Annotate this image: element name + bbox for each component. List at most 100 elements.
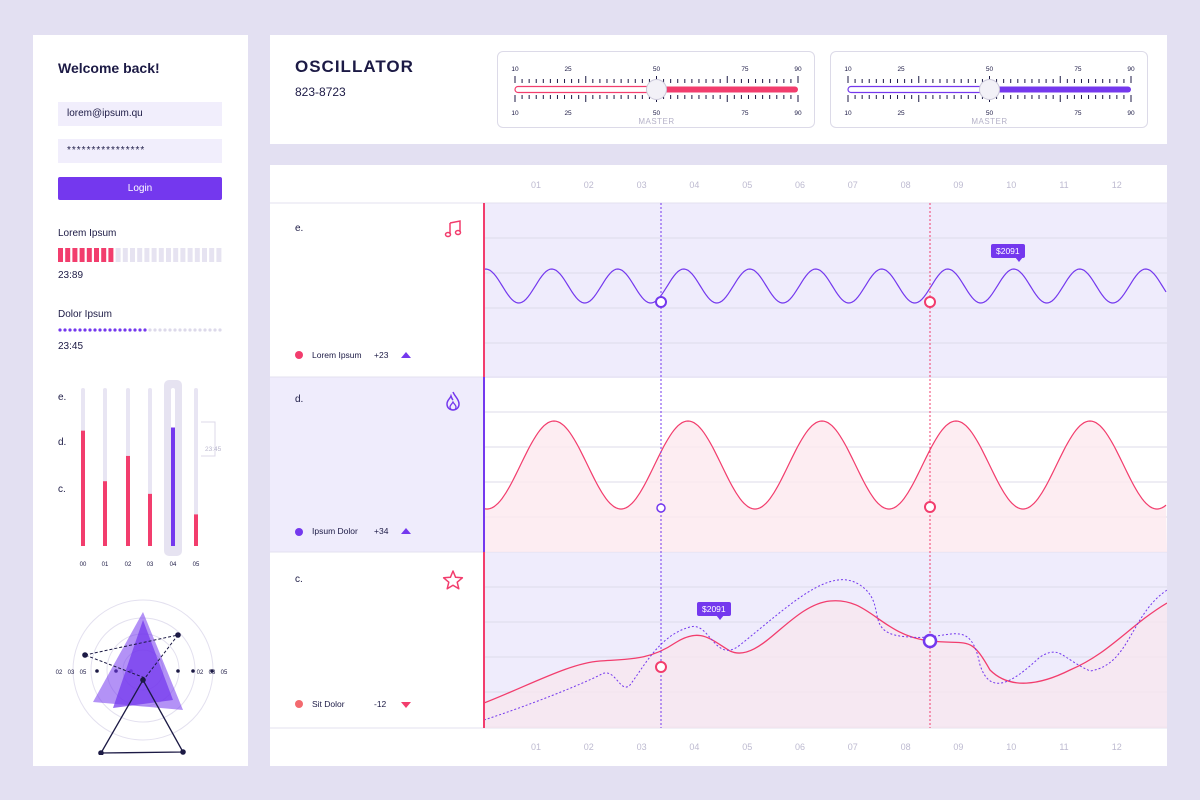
month-label-bottom: 12 [1112, 742, 1122, 752]
row3-dotted-line [483, 579, 1167, 721]
progress2-dot [123, 328, 127, 332]
progress2-dot [213, 328, 217, 332]
radar-vertex [82, 652, 88, 658]
month-label-bottom: 07 [848, 742, 858, 752]
row3-legend: Sit Dolor [312, 699, 345, 709]
level-category-label: 04 [170, 562, 177, 568]
progress1-segment [194, 248, 200, 262]
master-slider-2[interactable]: 10 10 25 25 50 50 75 75 90 90 MASTER [830, 51, 1148, 128]
price-tag-row1: $2091 [991, 244, 1025, 258]
radar-outline [99, 678, 185, 754]
slider-track-right [989, 86, 1131, 93]
progress2-time: 23:45 [58, 341, 84, 352]
slider-tick-label-bottom: 50 [986, 110, 994, 117]
slider-tick-label-bottom: 90 [794, 110, 802, 117]
slider-label: MASTER [638, 117, 674, 126]
level-tooltip-frame [201, 421, 216, 457]
row3-label: c. [295, 574, 303, 585]
month-label-top: 02 [584, 180, 594, 190]
progress1-segment [115, 248, 121, 262]
progress2-dot [108, 328, 112, 332]
progress2-dot [153, 328, 157, 332]
slider-tick-label-top: 10 [844, 66, 852, 73]
row2-marker-pink [924, 501, 936, 513]
radar-tick-right: 02 [197, 670, 204, 676]
progress2-dot [163, 328, 167, 332]
radar-vertex [175, 632, 181, 638]
progress1-segment [122, 248, 128, 262]
progress2-dot [218, 328, 222, 332]
master-slider-1-graphic[interactable]: 10 10 25 25 50 50 75 75 90 90 MASTER [498, 52, 816, 129]
progress1-segment [144, 248, 150, 262]
progress1-segment [187, 248, 193, 262]
email-field[interactable]: lorem@ipsum.qu [58, 102, 222, 126]
progress2-bar [58, 328, 222, 332]
legend-dot-coral [295, 700, 303, 708]
radar-chart: 02 03 05 02 03 05 [56, 599, 228, 755]
month-label-bottom: 10 [1006, 742, 1016, 752]
master-slider-1[interactable]: 10 10 25 25 50 50 75 75 90 90 MASTER [497, 51, 815, 128]
progress2-dot [73, 328, 77, 332]
progress1-segment [173, 248, 179, 262]
progress2-dot [158, 328, 162, 332]
trend-down-icon [401, 702, 411, 708]
row3-area-fill [484, 600, 1167, 728]
level-track [194, 388, 198, 546]
progress2-dot [98, 328, 102, 332]
row1-legend: Lorem Ipsum [312, 350, 362, 360]
progress1-segment [86, 248, 92, 262]
slider-tick-label-bottom: 25 [897, 110, 905, 117]
welcome-heading: Welcome back! [58, 60, 160, 76]
progress1-segment [79, 248, 85, 262]
radar-dot [176, 669, 180, 673]
progress1-bar [58, 248, 222, 262]
progress2-dot [113, 328, 117, 332]
progress1-segment [101, 248, 107, 262]
row1-delta: +23 [374, 350, 389, 360]
progress2-dot [138, 328, 142, 332]
oscillator-chart: 01 01 02 02 03 03 04 04 05 05 06 06 07 07 08 08 09 09 10 10… [270, 180, 1167, 752]
month-label-top: 09 [953, 180, 963, 190]
master-slider-2-graphic[interactable]: 10 10 25 25 50 50 75 75 90 90 MASTER [831, 52, 1149, 129]
progress2-dot [103, 328, 107, 332]
radar-vertex [180, 749, 186, 755]
slider-tick-label-top: 10 [511, 66, 519, 73]
radar-vertex [140, 677, 146, 683]
level-category-label: 05 [193, 562, 200, 568]
radar-tick-right: 03 [209, 670, 216, 676]
progress2-dot [143, 328, 147, 332]
legend-dot-purple [295, 528, 303, 536]
slider-knob [979, 79, 1000, 100]
month-label-top: 08 [901, 180, 911, 190]
row3-line [483, 600, 1167, 704]
radar-vertex [98, 750, 104, 755]
page-title: OSCILLATOR [295, 57, 414, 76]
progress2-dot [63, 328, 67, 332]
oscillator-header: OSCILLATOR 823-8723 10 10 25 25 50 50 75 75 90 90… [270, 35, 1167, 144]
month-label-top: 10 [1006, 180, 1016, 190]
row1-marker-purple [655, 296, 667, 308]
month-label-bottom: 01 [531, 742, 541, 752]
slider-track-right [656, 86, 798, 93]
slider-track-left [847, 85, 991, 94]
progress1-time: 23:89 [58, 270, 84, 281]
oscillator-chart-panel: 01 01 02 02 03 03 04 04 05 05 06 06 07 07 08 08 09 09 10 10… [270, 165, 1167, 766]
level-category-label: 02 [125, 562, 132, 568]
slider-tick-label-top: 25 [897, 66, 905, 73]
month-label-bottom: 04 [689, 742, 699, 752]
slider-tick-label-bottom: 75 [1074, 110, 1082, 117]
row3-marker-purple [922, 633, 938, 649]
level-bar [171, 427, 175, 546]
slider-tick-label-bottom: 10 [844, 110, 852, 117]
slider-tick-label-top: 75 [741, 66, 749, 73]
password-field[interactable]: **************** [58, 139, 222, 163]
row3-delta: -12 [374, 699, 387, 709]
progress1-segment [209, 248, 215, 262]
price-tag-row3: $2091 [697, 602, 731, 616]
progress1-segment [65, 248, 71, 262]
progress1-segment [130, 248, 135, 262]
progress2-dot [203, 328, 207, 332]
radar-area-front [113, 620, 173, 708]
login-button[interactable]: Login [58, 177, 222, 200]
row2-delta: +34 [374, 526, 389, 536]
